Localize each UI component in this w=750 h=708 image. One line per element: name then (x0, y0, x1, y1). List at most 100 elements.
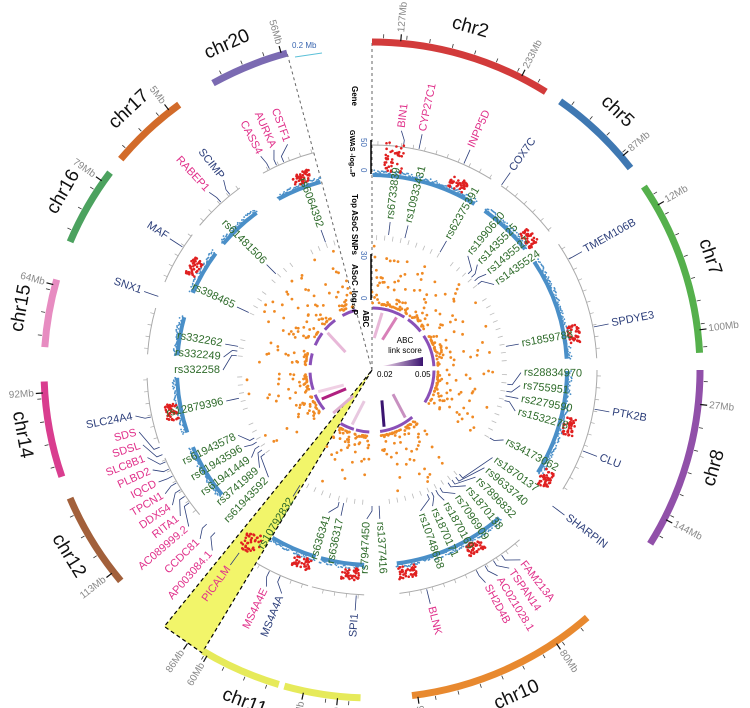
gwas-significant-point (252, 548, 256, 552)
asoc-point (468, 428, 472, 432)
gwas-significant-point (561, 430, 565, 434)
snp-tick (253, 305, 258, 309)
asoc-point (296, 330, 300, 333)
gwas-significant-point (397, 567, 400, 570)
snp-tick (289, 262, 294, 268)
gwas-significant-point (567, 422, 570, 425)
gwas-significant-point (169, 415, 172, 419)
abc-ring-segment (339, 422, 355, 431)
gene-axis-tick (420, 589, 422, 594)
asoc-point (403, 287, 407, 291)
gwas-significant-point (295, 564, 299, 568)
asoc-point (338, 431, 342, 435)
tick-label: 92Mb (8, 388, 34, 401)
asoc-point (347, 440, 350, 444)
gwas-significant-point (350, 576, 354, 580)
snp-tick (456, 267, 460, 272)
gwas-point (193, 278, 196, 281)
gwas-point (541, 271, 544, 273)
asoc-point (273, 309, 276, 313)
gene-leader-line (230, 552, 240, 566)
gwas-significant-point (576, 329, 580, 333)
gwas-point (478, 536, 481, 539)
gwas-point (548, 457, 551, 460)
snp-label: rs7947450 (359, 522, 373, 574)
asoc-point (366, 446, 370, 450)
gwas-point (512, 228, 515, 230)
asoc-point (485, 405, 489, 409)
gwas-point (300, 552, 303, 555)
tick-mark (221, 666, 225, 671)
gwas-significant-point (458, 182, 461, 185)
gwas-significant-point (566, 330, 570, 333)
asoc-point (432, 335, 436, 338)
gwas-point (192, 288, 194, 290)
gwas-significant-point (567, 424, 571, 428)
asoc-point (472, 426, 476, 430)
snp-tick (277, 273, 282, 278)
gene-axis-tick (561, 246, 566, 250)
gwas-point (204, 472, 206, 474)
gwas-point (502, 221, 505, 223)
asoc-point (384, 440, 388, 443)
asoc-point (345, 293, 349, 297)
gwas-point (375, 172, 378, 175)
asoc-point (381, 276, 384, 280)
gwas-significant-point (452, 180, 455, 183)
gwas-significant-point (452, 187, 456, 190)
gwas-point (547, 456, 550, 458)
asoc-point (296, 306, 300, 310)
tick-mark (89, 186, 94, 190)
gwas-significant-point (573, 425, 576, 428)
gwas-point (421, 179, 424, 182)
gwas-point (318, 561, 321, 564)
gwas-point (541, 269, 544, 272)
gwas-significant-point (171, 402, 175, 406)
gwas-point (567, 374, 570, 377)
asoc-point (329, 317, 332, 321)
gwas-significant-point (450, 178, 453, 182)
gwas-point (455, 189, 458, 191)
gwas-baseline (320, 556, 365, 567)
gwas-significant-point (307, 173, 311, 176)
gwas-significant-point (303, 171, 306, 174)
asoc-point (304, 389, 308, 393)
asoc-point (424, 301, 428, 304)
asoc-point (406, 307, 409, 310)
asoc-point (346, 286, 350, 290)
tick-mark (122, 144, 126, 149)
asoc-point (314, 405, 317, 409)
gwas-significant-point (296, 555, 299, 558)
gwas-point (552, 293, 555, 296)
gwas-point (487, 208, 490, 211)
snp-tick (491, 420, 497, 424)
gwas-point (189, 452, 192, 455)
asoc-point (325, 445, 329, 449)
asoc-point (388, 259, 392, 263)
gwas-point (337, 566, 340, 569)
gwas-point (562, 418, 565, 420)
asoc-point (461, 332, 464, 336)
snp-tick (489, 312, 495, 316)
gwas-baseline (175, 377, 190, 434)
gwas-significant-point (345, 572, 349, 576)
snp-tick (333, 240, 336, 246)
asoc-point (461, 320, 465, 324)
gwas-significant-point (570, 424, 573, 428)
gene-leader-line (582, 450, 598, 457)
asoc-point (432, 401, 436, 405)
asoc-point (337, 271, 340, 275)
gwas-point (569, 357, 572, 360)
gwas-point (445, 185, 448, 187)
gene-axis-tick (594, 335, 599, 338)
gwas-significant-point (170, 410, 173, 414)
asoc-point (426, 480, 430, 483)
gwas-point (506, 222, 509, 225)
tick-label: 80Mb (557, 648, 580, 675)
abc-ring-segment (423, 370, 436, 404)
gwas-significant-point (402, 151, 405, 155)
gwas-point (514, 234, 517, 237)
asoc-point (450, 397, 454, 401)
asoc-point (304, 373, 307, 377)
asoc-point (292, 373, 296, 377)
